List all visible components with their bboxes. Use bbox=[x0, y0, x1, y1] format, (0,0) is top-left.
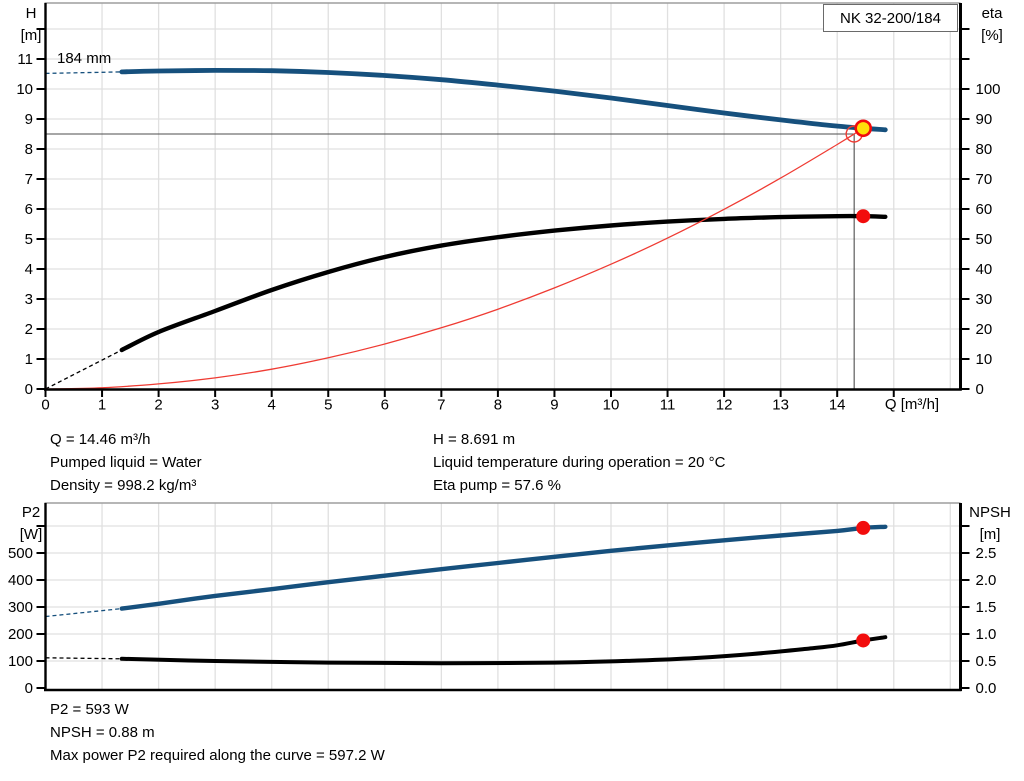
right-axis-tick-label: 2.0 bbox=[976, 572, 997, 589]
x-axis-tick-label: 7 bbox=[437, 397, 445, 414]
right-axis-title-eta: eta [%] bbox=[970, 3, 1014, 47]
info-line: H = 8.691 m bbox=[433, 431, 516, 448]
right-axis-tick-label: 100 bbox=[976, 81, 1001, 98]
right-axis-tick-label: 0.0 bbox=[976, 680, 997, 697]
left-axis-tick-label: 10 bbox=[16, 81, 33, 98]
pump-title-box: NK 32-200/184 bbox=[823, 4, 958, 32]
right-axis-tick-label: 1.0 bbox=[976, 626, 997, 643]
x-axis-tick-label: 0 bbox=[41, 397, 49, 414]
power-npsh-chart: 0 100 200 300 400 500 0.0 0.5 1.0 1.5 2.0 2.5 bbox=[8, 502, 997, 697]
p2-curve bbox=[119, 524, 888, 611]
right-axis-tick-label: 1.5 bbox=[976, 599, 997, 616]
left-axis-tick-label: 500 bbox=[8, 545, 33, 562]
info-line: Density = 998.2 kg/m³ bbox=[50, 477, 197, 494]
left-axis-tick-label: 1 bbox=[25, 351, 33, 368]
x-axis-tick-label: 12 bbox=[716, 397, 733, 414]
info-line: Pumped liquid = Water bbox=[50, 454, 202, 471]
axis-title-line: eta bbox=[981, 5, 1003, 22]
right-axis-tick-label: 2.5 bbox=[976, 545, 997, 562]
axis-title-line: [m] bbox=[20, 27, 42, 44]
eta-curve-dashed bbox=[45, 349, 123, 390]
left-axis-tick-label: 11 bbox=[17, 51, 33, 68]
right-axis-title-npsh: NPSH [m] bbox=[963, 502, 1017, 546]
info-line: Max power P2 required along the curve = … bbox=[50, 747, 385, 764]
left-axis-tick-label: 3 bbox=[25, 291, 33, 308]
axis-title-line: H bbox=[25, 5, 37, 22]
npsh-duty-point bbox=[856, 633, 871, 648]
x-axis-tick-label: 6 bbox=[381, 397, 389, 414]
left-axis-tick-label: 4 bbox=[25, 261, 33, 278]
pump-title: NK 32-200/184 bbox=[840, 9, 941, 27]
x-axis-tick-label: 10 bbox=[603, 397, 620, 414]
info-line: Q = 14.46 m³/h bbox=[50, 431, 151, 448]
info-line: Eta pump = 57.6 % bbox=[433, 477, 561, 494]
x-axis-tick-label: 11 bbox=[660, 397, 676, 414]
x-axis-tick-label: 9 bbox=[550, 397, 558, 414]
left-axis-tick-label: 9 bbox=[25, 111, 33, 128]
x-axis-tick-label: 5 bbox=[324, 397, 332, 414]
right-axis-tick-label: 10 bbox=[976, 351, 993, 368]
left-axis-title-h: H [m] bbox=[13, 3, 49, 47]
info-line: P2 = 593 W bbox=[50, 701, 129, 718]
x-axis-tick-label: 8 bbox=[494, 397, 502, 414]
duty-point bbox=[854, 119, 873, 138]
system-curve bbox=[44, 127, 864, 390]
left-axis-title-p2: P2 [W] bbox=[13, 502, 49, 546]
x-axis-tick-label: 14 bbox=[829, 397, 846, 414]
right-axis-tick-label: 70 bbox=[976, 171, 993, 188]
x-axis-tick-label: 4 bbox=[268, 397, 276, 414]
left-axis-tick-label: 400 bbox=[8, 572, 33, 589]
info-line: Liquid temperature during operation = 20… bbox=[433, 454, 726, 471]
right-axis-tick-label: 90 bbox=[976, 111, 993, 128]
left-axis-tick-label: 200 bbox=[8, 626, 33, 643]
info-line: NPSH = 0.88 m bbox=[50, 724, 155, 741]
x-axis-tick-label: 13 bbox=[772, 397, 789, 414]
eta-curve bbox=[119, 213, 888, 353]
x-axis-tick-label: 2 bbox=[154, 397, 162, 414]
p2-curve-dashed bbox=[45, 607, 122, 618]
axis-title-line: [W] bbox=[19, 526, 43, 543]
result-info-bottom: P2 = 593 W NPSH = 0.88 m Max power P2 re… bbox=[50, 698, 385, 767]
p2-duty-point bbox=[856, 520, 871, 535]
axis-title-line: [%] bbox=[981, 27, 1003, 44]
left-axis-tick-label: 100 bbox=[8, 653, 33, 670]
left-axis-tick-label: 2 bbox=[25, 321, 33, 338]
left-axis-tick-label: 7 bbox=[25, 171, 33, 188]
right-axis-tick-label: 60 bbox=[976, 201, 993, 218]
x-axis-title: Q [m³/h] bbox=[884, 396, 940, 413]
axis-title-line: [m] bbox=[979, 526, 1001, 543]
result-info-right: H = 8.691 m Liquid temperature during op… bbox=[433, 428, 725, 497]
npsh-curve-dashed bbox=[45, 657, 122, 660]
right-axis-tick-label: 0.5 bbox=[976, 653, 997, 670]
right-axis-tick-label: 40 bbox=[976, 261, 993, 278]
right-axis-tick-label: 0 bbox=[976, 381, 984, 398]
impeller-diameter-label: 184 mm bbox=[57, 50, 112, 67]
axis-title-line: NPSH bbox=[969, 504, 1011, 521]
x-axis-tick-label: 3 bbox=[211, 397, 219, 414]
left-axis-tick-label: 0 bbox=[25, 381, 33, 398]
left-axis-tick-label: 300 bbox=[8, 599, 33, 616]
right-axis-tick-label: 20 bbox=[976, 321, 993, 338]
right-axis-tick-label: 50 bbox=[976, 231, 993, 248]
head-curve bbox=[119, 68, 888, 133]
x-axis-tick-label: 1 bbox=[98, 397, 106, 414]
head-curve-dashed bbox=[45, 71, 122, 75]
eta-duty-point bbox=[856, 209, 871, 224]
left-axis-tick-label: 0 bbox=[25, 680, 33, 697]
axis-title-line: P2 bbox=[21, 504, 41, 521]
left-axis-tick-label: 6 bbox=[25, 201, 33, 218]
right-axis-tick-label: 30 bbox=[976, 291, 993, 308]
npsh-curve bbox=[119, 635, 888, 666]
left-axis-tick-label: 8 bbox=[25, 141, 33, 158]
left-axis-tick-label: 5 bbox=[25, 231, 33, 248]
right-axis-tick-label: 80 bbox=[976, 141, 993, 158]
result-info-left: Q = 14.46 m³/h Pumped liquid = Water Den… bbox=[50, 428, 202, 497]
